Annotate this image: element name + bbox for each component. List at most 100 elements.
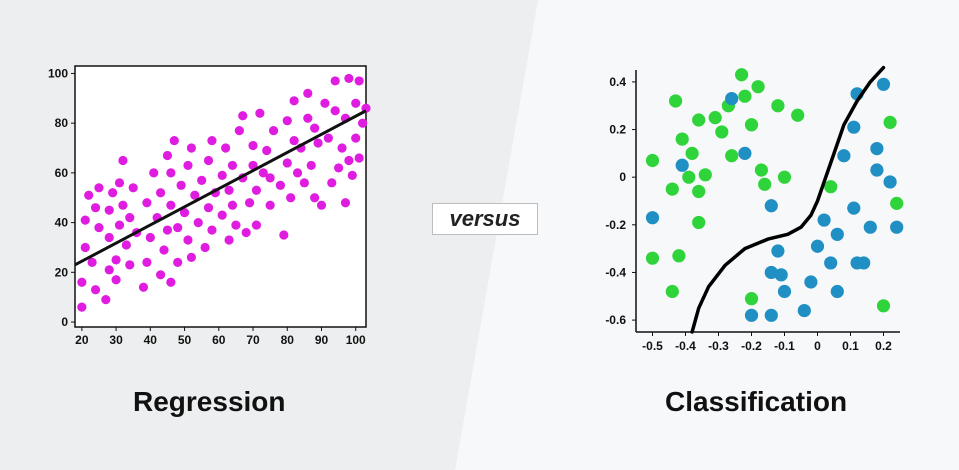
regression-point xyxy=(289,96,299,106)
regression-point xyxy=(248,140,258,151)
regression-point xyxy=(111,275,121,285)
regression-point xyxy=(77,302,87,312)
class-b-point xyxy=(744,308,759,322)
regression-point xyxy=(80,215,90,225)
regression-point xyxy=(166,200,176,210)
regression-point xyxy=(354,153,364,163)
regression-x-tick-label: 90 xyxy=(315,333,329,347)
regression-point xyxy=(303,88,313,98)
class-a-point xyxy=(876,299,891,313)
regression-point xyxy=(316,200,327,210)
class-b-point xyxy=(830,284,844,299)
regression-point xyxy=(279,230,289,240)
regression-point xyxy=(101,295,111,305)
regression-point xyxy=(108,188,118,198)
regression-point xyxy=(159,245,169,255)
regression-x-tick-label: 100 xyxy=(346,333,366,347)
regression-point xyxy=(221,143,231,153)
regression-point xyxy=(245,198,255,208)
regression-x-tick-label: 50 xyxy=(178,333,192,347)
class-a-point xyxy=(645,153,660,168)
regression-point xyxy=(292,168,303,178)
class-a-point xyxy=(751,80,765,94)
class-a-point xyxy=(715,125,729,139)
regression-point xyxy=(310,123,320,133)
regression-point xyxy=(330,76,340,86)
regression-x-tick-label: 30 xyxy=(109,333,123,347)
regression-point xyxy=(84,190,94,200)
class-b-point xyxy=(764,308,778,322)
right-panel-background xyxy=(455,0,959,470)
regression-point xyxy=(207,135,217,146)
class-a-point xyxy=(791,108,805,122)
regression-point xyxy=(114,178,125,188)
class-a-point xyxy=(682,170,696,184)
regression-point xyxy=(203,203,214,213)
regression-point xyxy=(224,235,234,245)
class-a-point xyxy=(725,149,739,163)
decision-boundary-curve xyxy=(690,65,886,334)
regression-point xyxy=(224,185,234,195)
regression-point xyxy=(268,126,279,136)
regression-y-tick-label: 20 xyxy=(55,265,69,279)
regression-point xyxy=(227,160,238,171)
regression-point xyxy=(344,73,354,84)
regression-y-tick-label: 60 xyxy=(55,166,69,180)
regression-point xyxy=(142,198,152,208)
class-a-point xyxy=(890,196,904,210)
class-a-point xyxy=(771,99,785,113)
class-a-point xyxy=(738,89,752,103)
regression-point xyxy=(262,145,272,156)
regression-point xyxy=(200,242,210,253)
regression-point xyxy=(162,150,173,161)
regression-point xyxy=(303,113,313,123)
class-a-point xyxy=(645,251,660,265)
class-a-point xyxy=(665,284,679,299)
regression-point xyxy=(94,183,104,193)
regression-x-tick-label: 70 xyxy=(246,333,260,347)
regression-point xyxy=(138,282,149,292)
class-b-point xyxy=(830,227,844,241)
regression-x-tick-label: 20 xyxy=(75,333,89,347)
regression-point xyxy=(357,118,368,128)
regression-point xyxy=(197,175,207,185)
class-b-point xyxy=(675,158,689,172)
regression-x-tick-label: 60 xyxy=(212,333,226,347)
classification-y-tick-label: -0.6 xyxy=(605,313,626,327)
regression-x-tick-label: 80 xyxy=(281,333,295,347)
regression-trend-line xyxy=(74,109,367,267)
regression-point xyxy=(128,183,138,193)
regression-y-tick-label: 80 xyxy=(55,116,69,130)
class-b-point xyxy=(771,244,785,258)
class-a-point xyxy=(698,168,712,182)
class-b-point xyxy=(870,142,884,156)
regression-point xyxy=(104,265,114,275)
regression-point xyxy=(351,98,361,108)
regression-y-tick-label: 100 xyxy=(48,66,68,80)
regression-point xyxy=(306,160,316,171)
versus-label: versus xyxy=(432,203,538,235)
regression-point xyxy=(114,220,125,230)
regression-point xyxy=(313,138,323,148)
regression-point xyxy=(179,208,190,218)
regression-point xyxy=(125,260,135,270)
class-a-point xyxy=(777,170,792,184)
class-a-point xyxy=(665,182,679,196)
regression-point xyxy=(251,220,262,230)
class-a-point xyxy=(883,115,897,129)
class-b-point xyxy=(883,175,897,189)
regression-point xyxy=(90,203,101,213)
class-b-point xyxy=(725,91,739,106)
class-b-point xyxy=(847,201,861,215)
regression-point xyxy=(90,285,101,295)
class-a-point xyxy=(669,94,683,108)
regression-point xyxy=(87,257,97,267)
regression-point xyxy=(310,193,320,203)
regression-point xyxy=(238,111,248,121)
regression-point xyxy=(286,193,296,203)
regression-point xyxy=(80,242,90,253)
regression-point xyxy=(323,133,333,143)
regression-point xyxy=(104,205,114,215)
